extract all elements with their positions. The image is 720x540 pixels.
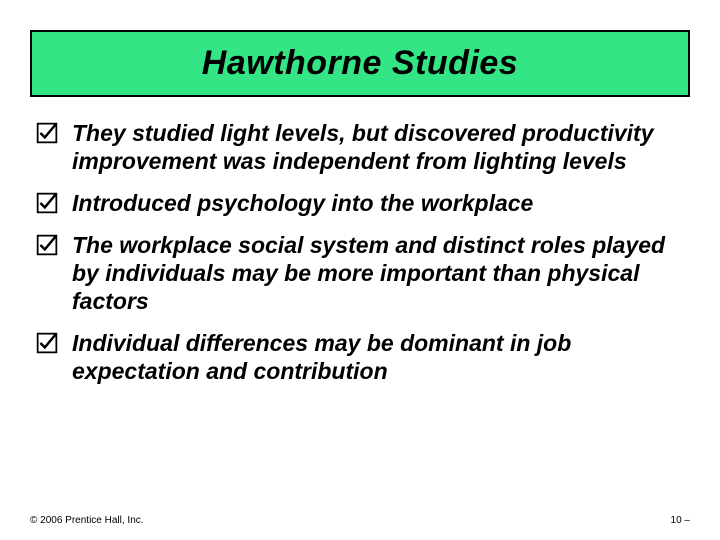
checkbox-checked-icon xyxy=(36,192,58,214)
checkbox-checked-icon xyxy=(36,234,58,256)
footer-copyright: © 2006 Prentice Hall, Inc. xyxy=(30,515,144,526)
list-item: Introduced psychology into the workplace xyxy=(36,189,684,217)
list-item: They studied light levels, but discovere… xyxy=(36,119,684,175)
bullet-list: They studied light levels, but discovere… xyxy=(30,119,690,385)
list-item: Individual differences may be dominant i… xyxy=(36,329,684,385)
checkbox-checked-icon xyxy=(36,122,58,144)
footer-page-number: 10 – xyxy=(671,515,690,526)
slide-title: Hawthorne Studies xyxy=(42,44,678,83)
slide: Hawthorne Studies They studied light lev… xyxy=(0,0,720,540)
checkbox-checked-icon xyxy=(36,332,58,354)
title-box: Hawthorne Studies xyxy=(30,30,690,97)
list-item: The workplace social system and distinct… xyxy=(36,231,684,315)
bullet-text: The workplace social system and distinct… xyxy=(72,231,684,315)
bullet-text: Individual differences may be dominant i… xyxy=(72,329,684,385)
bullet-text: They studied light levels, but discovere… xyxy=(72,119,684,175)
bullet-text: Introduced psychology into the workplace xyxy=(72,189,533,217)
